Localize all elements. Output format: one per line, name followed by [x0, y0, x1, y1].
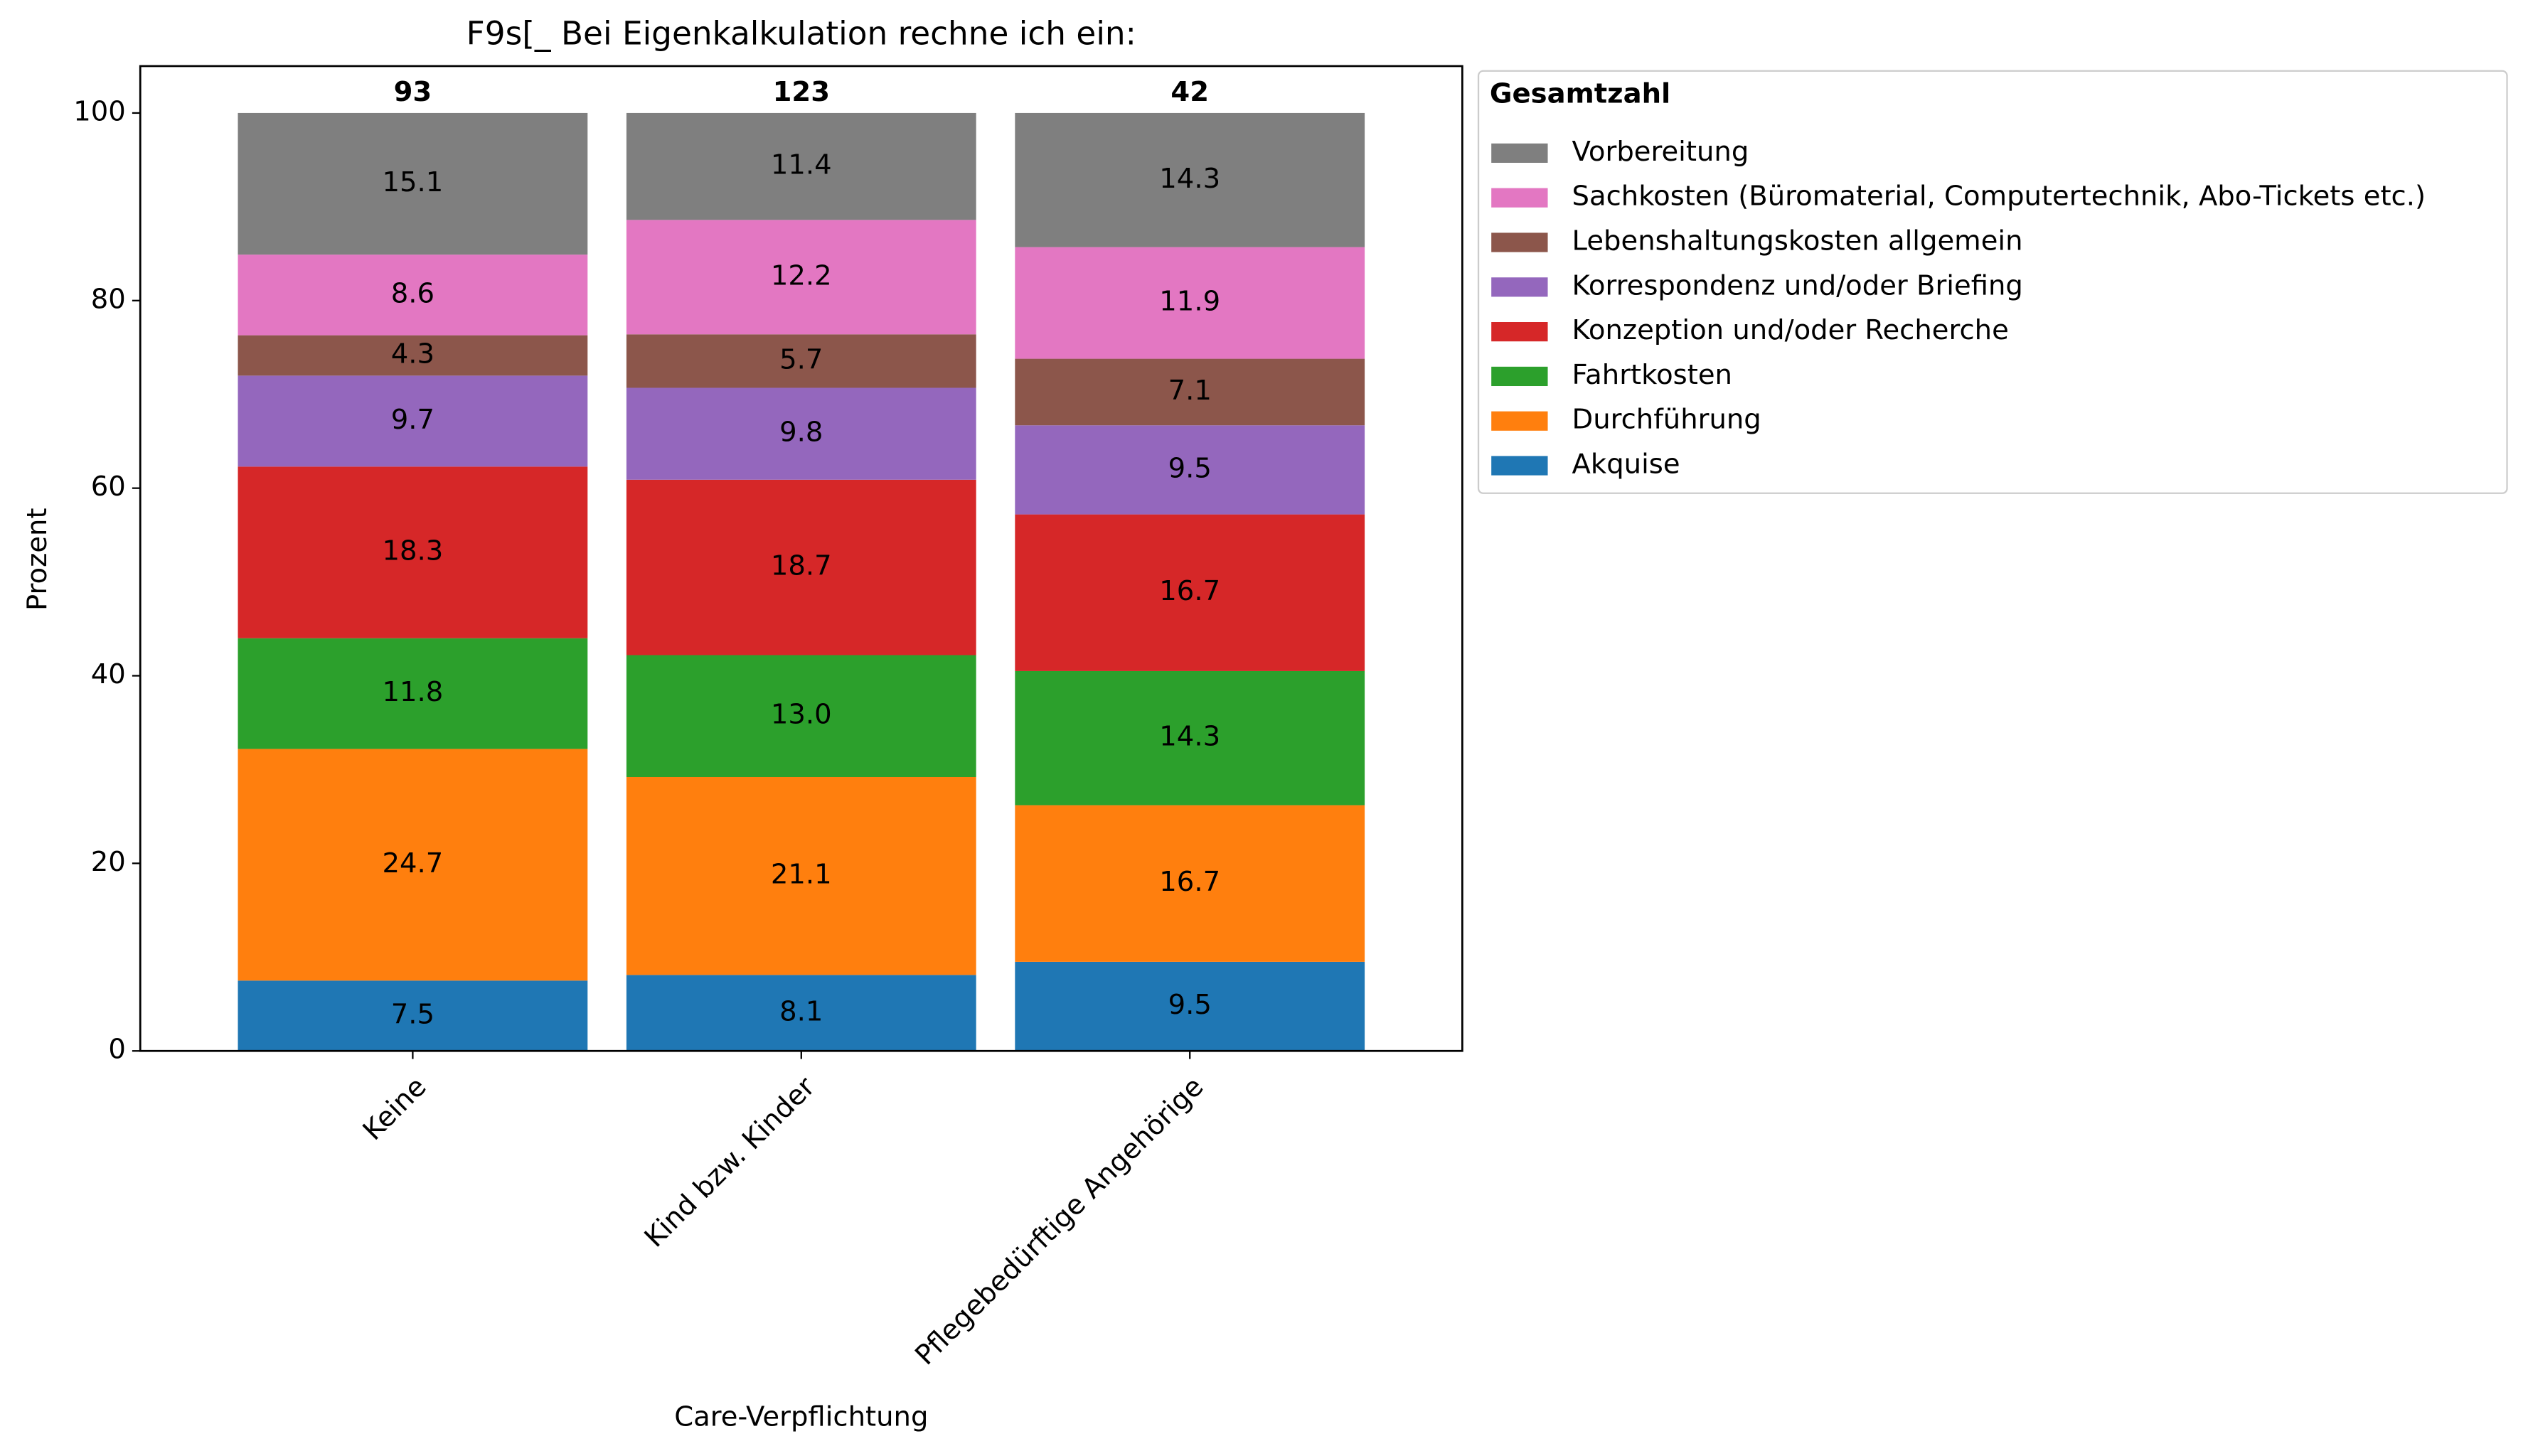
value-label: 14.3: [1159, 163, 1220, 195]
value-label: 9.5: [1168, 989, 1212, 1021]
value-label: 8.6: [391, 277, 434, 309]
legend-swatch: [1491, 456, 1548, 476]
bar-segment: [626, 220, 976, 335]
x-tick-label: Kind bzw. Kinder: [639, 1071, 821, 1253]
legend-label: Korrespondenz und/oder Briefing: [1572, 269, 2023, 301]
y-tick-label: 20: [91, 846, 126, 878]
legend-box: [1477, 70, 2508, 494]
value-label: 11.8: [383, 676, 444, 708]
bar-segment: [626, 387, 976, 480]
legend-label: Durchführung: [1572, 404, 1761, 436]
bar-segment: [238, 335, 588, 376]
bar-segment: [238, 638, 588, 749]
value-label: 16.7: [1159, 575, 1220, 607]
y-tick-label: 60: [91, 471, 126, 503]
bar-segment: [1015, 247, 1365, 359]
total-label: 42: [1170, 76, 1209, 108]
value-label: 13.0: [771, 699, 832, 731]
bar-segment: [238, 112, 588, 255]
bar-segment: [238, 980, 588, 1051]
legend-label: Sachkosten (Büromaterial, Computertechni…: [1572, 181, 2426, 213]
value-label: 9.7: [391, 404, 434, 436]
value-label: 7.1: [1168, 375, 1212, 407]
legend-swatch: [1491, 143, 1548, 163]
total-label: 93: [394, 76, 432, 108]
value-label: 8.1: [779, 995, 823, 1027]
value-label: 18.3: [383, 535, 444, 567]
legend-label: Lebenshaltungskosten allgemein: [1572, 225, 2023, 257]
bar-segment: [1015, 112, 1365, 247]
x-axis-label: Care-Verpflichtung: [674, 1401, 928, 1433]
bar-segment: [1015, 961, 1365, 1051]
bar-segment: [1015, 514, 1365, 671]
bar-segment: [626, 479, 976, 655]
bar-segment: [626, 334, 976, 388]
legend-swatch: [1491, 188, 1548, 208]
bar-segment: [626, 112, 976, 220]
x-tick-label: Pflegebedürftige Angehörige: [909, 1071, 1210, 1371]
value-label: 12.2: [771, 259, 832, 291]
value-label: 16.7: [1159, 866, 1220, 898]
bar-segment: [1015, 670, 1365, 805]
legend-title: Gesamtzahl: [1490, 77, 1670, 109]
total-label: 123: [773, 76, 830, 108]
legend-swatch: [1491, 366, 1548, 387]
y-tick-label: 40: [91, 658, 126, 690]
bar-segment: [238, 749, 588, 981]
bar-segment: [1015, 805, 1365, 962]
legend-label: Konzeption und/oder Recherche: [1572, 314, 2009, 346]
bar-segment: [626, 777, 976, 975]
legend-swatch: [1491, 411, 1548, 431]
value-label: 11.9: [1159, 286, 1220, 318]
bar-segment: [238, 466, 588, 638]
legend-swatch: [1491, 322, 1548, 342]
legend-label: Fahrtkosten: [1572, 359, 1732, 391]
value-label: 18.7: [771, 550, 832, 582]
legend-label: Akquise: [1572, 449, 1680, 481]
legend-swatch: [1491, 232, 1548, 252]
y-tick-label: 80: [91, 283, 126, 315]
plot-frame: [139, 65, 1463, 1052]
value-label: 4.3: [391, 338, 434, 370]
chart-title: F9s[_ Bei Eigenkalkulation rechne ich ei…: [466, 14, 1136, 52]
value-label: 5.7: [779, 343, 823, 375]
bar-segment: [1015, 425, 1365, 515]
value-label: 7.5: [391, 998, 434, 1030]
legend-swatch: [1491, 277, 1548, 297]
bar-segment: [238, 375, 588, 467]
value-label: 9.8: [779, 417, 823, 449]
value-label: 11.4: [771, 149, 832, 181]
y-tick-label: 0: [108, 1034, 126, 1066]
bar-segment: [626, 655, 976, 778]
value-label: 14.3: [1159, 721, 1220, 753]
value-label: 15.1: [383, 166, 444, 198]
bar-segment: [238, 255, 588, 336]
y-tick-label: 100: [73, 95, 126, 127]
value-label: 9.5: [1168, 452, 1212, 484]
bar-segment: [626, 975, 976, 1051]
legend-label: Vorbereitung: [1572, 136, 1749, 168]
y-axis-label: Prozent: [21, 508, 53, 611]
bar-segment: [1015, 358, 1365, 426]
value-label: 21.1: [771, 859, 832, 891]
x-tick-label: Keine: [357, 1071, 433, 1147]
value-label: 24.7: [383, 847, 444, 879]
